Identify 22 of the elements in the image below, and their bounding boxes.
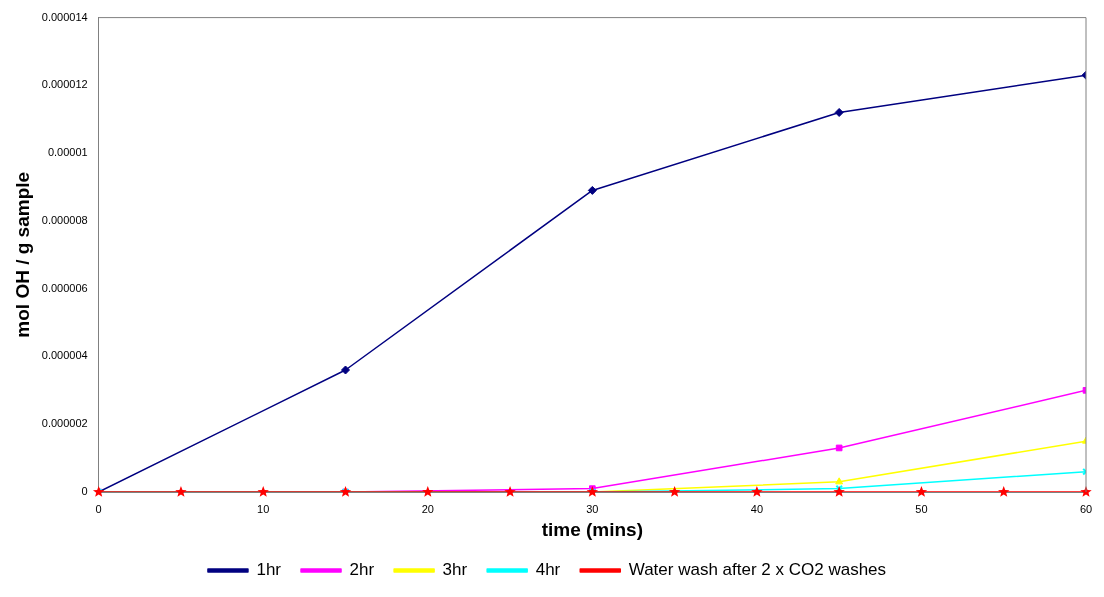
y-tick-label: 0.000012 (41, 78, 88, 91)
legend-label: 1hr (256, 560, 282, 580)
x-tick-label: 0 (95, 502, 102, 515)
y-tick-label: 0.000004 (41, 349, 88, 362)
y-axis-title: mol OH / g sample (11, 171, 33, 338)
x-tick-label: 30 (586, 502, 599, 515)
y-tick-label: 0.000002 (41, 417, 88, 430)
legend-label: 3hr (442, 560, 468, 580)
legend-label: 4hr (535, 560, 561, 580)
x-axis-title: time (mins) (541, 518, 644, 540)
legend-label: Water wash after 2 x CO2 washes (628, 560, 887, 580)
y-tick-label: 0.00001 (47, 146, 88, 159)
x-tick-label: 10 (257, 502, 270, 515)
y-tick-label: 0.000014 (41, 10, 88, 23)
y-tick-label: 0.000006 (41, 281, 88, 294)
legend-label: 2hr (349, 560, 375, 580)
y-tick-label: 0 (81, 485, 88, 498)
x-tick-label: 60 (1079, 502, 1093, 515)
x-tick-label: 20 (421, 502, 434, 515)
x-tick-label: 50 (915, 502, 928, 515)
x-tick-label: 40 (750, 502, 764, 515)
y-tick-label: 0.000008 (41, 213, 88, 226)
